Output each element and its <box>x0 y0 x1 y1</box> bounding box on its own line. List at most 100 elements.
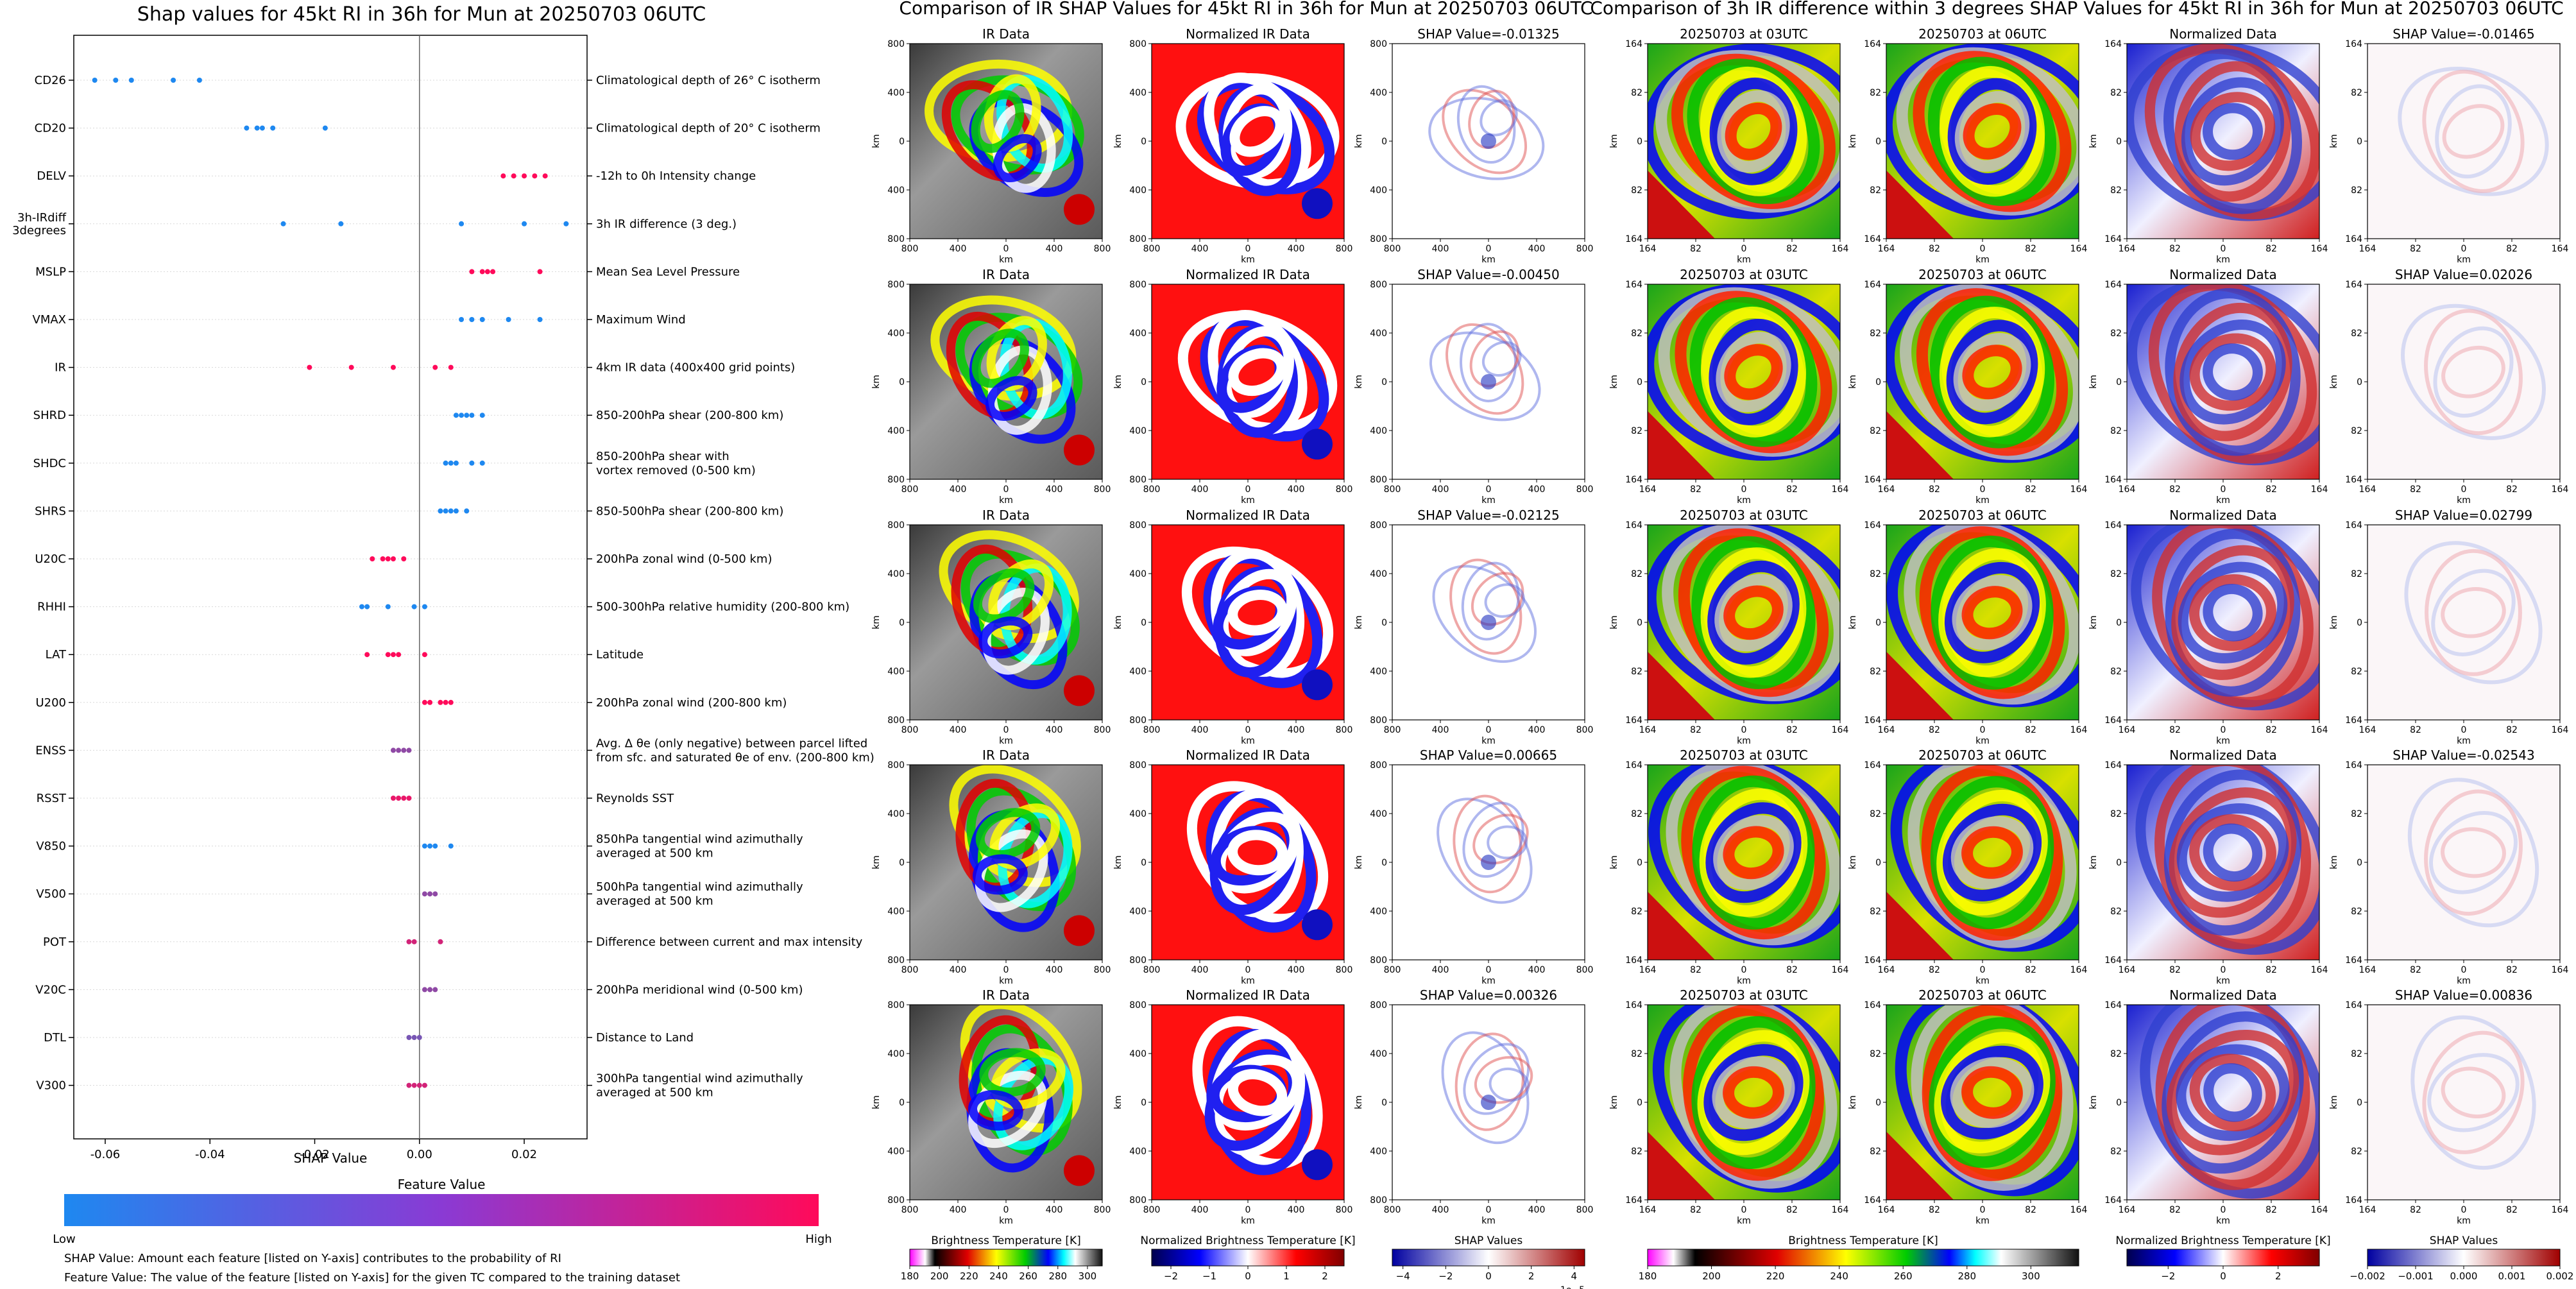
feature-description: 200hPa zonal wind (0-500 km) <box>596 552 772 566</box>
panel-x-tick-label: 400 <box>1528 244 1546 254</box>
panel-y-tick-label: 0 <box>1381 1098 1387 1108</box>
panel-y-tick-label: 82 <box>2110 907 2122 917</box>
diff-band <box>1929 295 2055 448</box>
shap-point <box>390 652 396 658</box>
panel-y-tick-label: 82 <box>2110 1049 2122 1059</box>
panel-x-tick-label: 0 <box>1245 725 1251 735</box>
norm-patch <box>1302 669 1333 701</box>
feature-code-label: U20C <box>35 552 66 566</box>
panel-y-tick-label: 800 <box>1129 1000 1147 1011</box>
cold-cloud-patch <box>1064 915 1095 946</box>
diffnorm-band <box>2169 787 2297 918</box>
shapfaint-band <box>2441 827 2506 878</box>
panel-x-tick-label: 164 <box>1832 725 1849 735</box>
diff-band <box>1916 288 2068 456</box>
diff-band <box>1922 1005 2063 1181</box>
feature-code-label: ENSS <box>35 744 66 757</box>
shap-band <box>1481 341 1522 377</box>
diffnorm-band <box>2203 1063 2262 1122</box>
panel-x-tick-label: 800 <box>1384 1205 1401 1215</box>
panel-x-axis-label: km <box>1737 976 1751 986</box>
shap-point <box>432 364 438 370</box>
x-ticks: -0.06 -0.04 -0.02 0.00 0.02 <box>90 1139 537 1161</box>
panel-y-tick-label: 800 <box>1129 475 1147 485</box>
panel-y-tick-label: 0 <box>2357 377 2362 388</box>
diffnorm-band <box>2165 528 2301 697</box>
feature-description-line: Reynolds SST <box>596 792 674 805</box>
diff-band <box>1678 528 1829 697</box>
panel-y-tick-label: 82 <box>2351 569 2362 579</box>
diff-band <box>1662 525 1840 702</box>
shap-point <box>338 221 344 226</box>
panel-x-tick-label: 800 <box>1143 1205 1161 1215</box>
diffnorm-band <box>2189 1054 2276 1132</box>
panel-x-axis-label: km <box>2457 495 2471 506</box>
panel-y-tick-label: 0 <box>2357 618 2362 628</box>
panel-y-tick-label: 82 <box>1870 667 1881 677</box>
panel-y-tick-label: 800 <box>887 955 905 966</box>
panel-image <box>1392 765 1585 960</box>
colorbar-tick-label: 280 <box>1048 1270 1067 1282</box>
panel-x-tick-label: 800 <box>1576 725 1594 735</box>
panel-x-tick-label: 164 <box>2359 1205 2376 1215</box>
panel-x-tick-label: 400 <box>1046 244 1063 254</box>
panel-y-tick-label: 800 <box>887 280 905 290</box>
diff-band <box>1716 332 1791 413</box>
shap-point <box>459 413 465 418</box>
diffnorm-band <box>2165 288 2301 456</box>
diff-band <box>1648 44 1840 219</box>
cloud-band <box>971 329 1029 388</box>
panel-x-tick-label: 164 <box>2359 484 2376 495</box>
panel-x-axis-label: km <box>2457 736 2471 746</box>
shapfaint-band <box>2435 84 2512 179</box>
left-plot-frame <box>73 35 588 1140</box>
panel-x-tick-label: 82 <box>2506 1205 2518 1215</box>
feature-description: 850hPa tangential wind azimuthally averag… <box>596 833 803 860</box>
panel-y-axis-label: km <box>871 855 882 869</box>
panel-x-axis-label: km <box>1241 976 1255 986</box>
panel-y-axis-label: km <box>2329 375 2339 389</box>
shap-point <box>464 413 470 418</box>
panel-y-axis-label: km <box>1354 375 1364 389</box>
panel-y-tick-label: 82 <box>1870 907 1881 917</box>
colorbar-tick-label: −0.002 <box>2350 1270 2385 1282</box>
panel-x-tick-label: 400 <box>1191 484 1209 495</box>
shapfaint-band <box>2398 66 2549 196</box>
feature-description-line: Avg. Δ θe (only negative) between parcel… <box>596 737 867 750</box>
colorbar-tick-label: 0 <box>1485 1270 1492 1282</box>
panel-x-tick-label: 800 <box>901 484 919 495</box>
panel-x-tick-label: 164 <box>2119 725 2136 735</box>
panel-x-tick-label: 800 <box>1336 244 1353 254</box>
shap-point <box>453 460 459 466</box>
shap-summary-panel: Shap values for 45kt RI in 36h for Mun a… <box>12 3 874 1285</box>
panel-y-tick-label: 0 <box>2116 1098 2122 1108</box>
panel-x-tick-label: 164 <box>2119 965 2136 975</box>
panel-y-tick-label: 164 <box>1864 715 1881 726</box>
panel-x-tick-label: 82 <box>2025 725 2036 735</box>
note-shap-value: SHAP Value: Amount each feature [listed … <box>64 1252 561 1265</box>
panel-x-tick-label: 164 <box>1878 965 1895 975</box>
panel-x-tick-label: 82 <box>1786 1205 1798 1215</box>
shap-point <box>469 460 475 466</box>
panel-y-tick-label: 800 <box>887 475 905 485</box>
panel-y-axis-label: km <box>1113 375 1123 389</box>
shap-point <box>422 699 427 705</box>
panel-y-tick-label: 0 <box>1381 858 1387 868</box>
panel-y-axis-label: km <box>1848 134 1858 148</box>
diff-band <box>1648 284 1840 461</box>
panel-x-axis-label: km <box>1975 255 1990 265</box>
panel-y-axis-label: km <box>1848 375 1858 389</box>
diffnorm-band <box>2166 1029 2299 1156</box>
feature-code-label: V850 <box>36 840 66 853</box>
panel-y-tick-label: 0 <box>899 377 905 388</box>
feature-description-line: averaged at 500 km <box>596 847 713 860</box>
panel-x-tick-label: 400 <box>1528 725 1546 735</box>
shap-band <box>1442 89 1528 175</box>
shap-point <box>427 699 433 705</box>
panel-x-tick-label: 82 <box>2025 965 2036 975</box>
panel-y-tick-label: 164 <box>1864 475 1881 485</box>
cold-cloud-patch <box>1064 434 1095 466</box>
diff-band <box>1900 284 2079 460</box>
feature-description-line: 300hPa tangential wind azimuthally <box>596 1072 803 1086</box>
shap-value-title: SHAP Value=-0.02125 <box>1417 508 1559 523</box>
